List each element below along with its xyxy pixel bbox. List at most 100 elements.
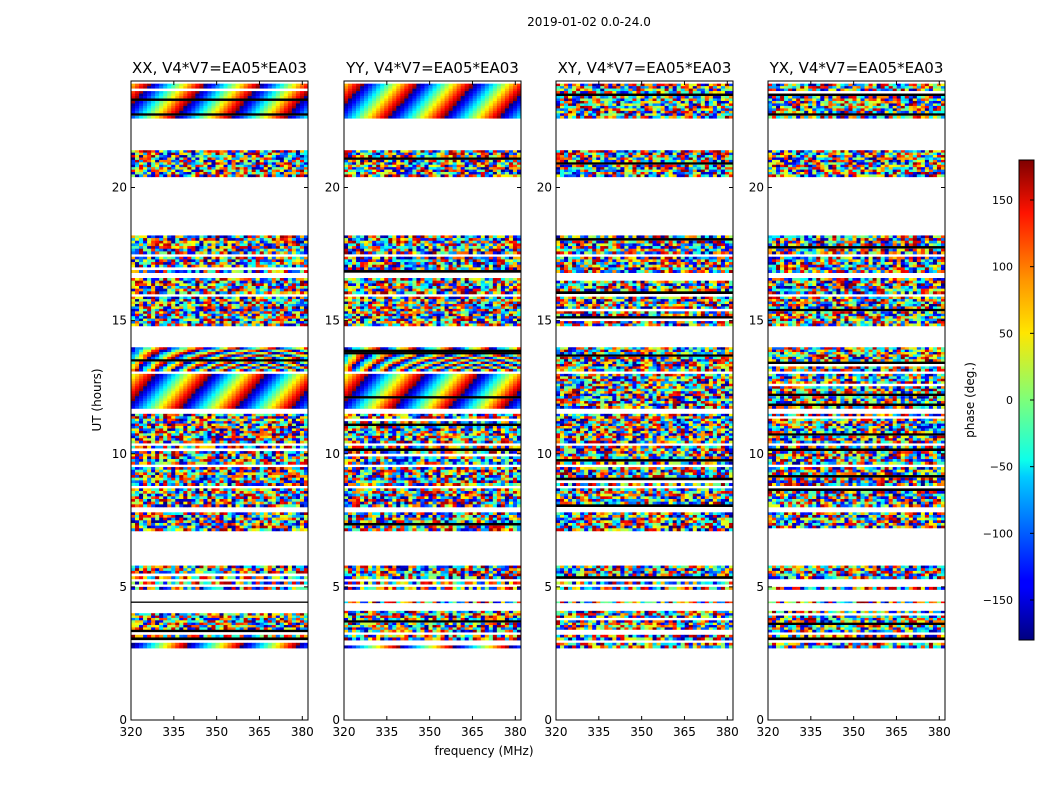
cell [195,586,200,590]
cell [295,461,301,465]
cell [203,361,208,365]
cell [179,283,184,287]
cell [267,306,273,310]
cell [279,493,285,497]
cell [131,361,136,365]
cell [131,418,136,422]
cell [223,469,228,473]
cell [171,413,176,417]
cell [255,522,261,526]
cell [295,483,301,486]
cell [163,501,168,505]
cell [159,393,164,397]
cell [155,264,160,268]
cell [243,423,248,427]
cell [215,472,220,476]
cell [283,430,289,434]
cell [271,352,277,355]
cell [215,386,220,390]
cell [271,303,277,307]
cell [267,568,273,572]
cell [211,291,216,295]
cell [215,613,220,616]
cell [167,570,172,574]
cell [287,525,293,529]
cell [255,625,261,628]
cell [267,368,273,372]
cell [131,528,136,532]
cell [191,620,196,623]
cell [195,421,200,424]
cell [215,291,220,295]
cell [271,438,277,441]
cell [159,586,164,590]
cell [287,430,293,434]
cell [163,423,168,427]
cell [187,162,192,166]
cell [283,480,289,484]
cell [279,251,285,255]
cell [183,617,188,621]
cell [291,483,297,486]
cell [195,349,200,353]
cell [243,475,248,479]
cell [223,386,228,390]
cell [271,393,277,397]
cell [135,152,140,156]
cell [147,308,152,312]
cell [191,438,196,441]
cell [159,451,164,455]
cell [243,451,248,455]
cell [151,396,156,399]
cell [219,438,224,441]
cell [195,565,200,569]
cell [295,634,301,638]
cell [291,418,297,422]
cell [151,388,156,392]
cell [179,296,184,300]
cell [239,354,244,358]
cell [219,396,224,399]
cell [187,491,192,494]
cell [151,568,156,572]
cell [219,401,224,404]
cell [259,313,265,317]
cell [159,613,164,616]
cell [135,364,140,367]
cell [227,453,232,457]
cell [215,504,220,508]
cell [147,625,152,628]
cell [263,438,269,441]
cell [187,440,192,444]
cell [155,356,160,360]
cell [159,352,164,355]
cell [183,642,188,646]
cell [287,477,293,481]
cell [267,270,273,273]
cell [251,622,257,626]
cell [239,376,244,380]
cell [191,433,196,437]
cell [287,246,293,250]
cell [163,256,168,260]
cell [255,467,261,471]
cell [223,251,228,255]
cell [223,347,228,350]
cell [187,517,192,521]
cell [263,243,269,247]
cell [271,323,277,327]
cell [255,459,261,463]
cell [215,459,220,463]
cell [223,403,228,407]
cell [223,356,228,360]
cell [167,617,172,621]
cell [251,456,257,460]
cell [231,283,236,287]
cell [175,251,180,255]
cell [267,459,273,463]
cell [167,613,172,616]
cell [267,288,273,292]
cell [231,459,236,463]
cell [159,264,164,268]
cell [263,388,269,392]
